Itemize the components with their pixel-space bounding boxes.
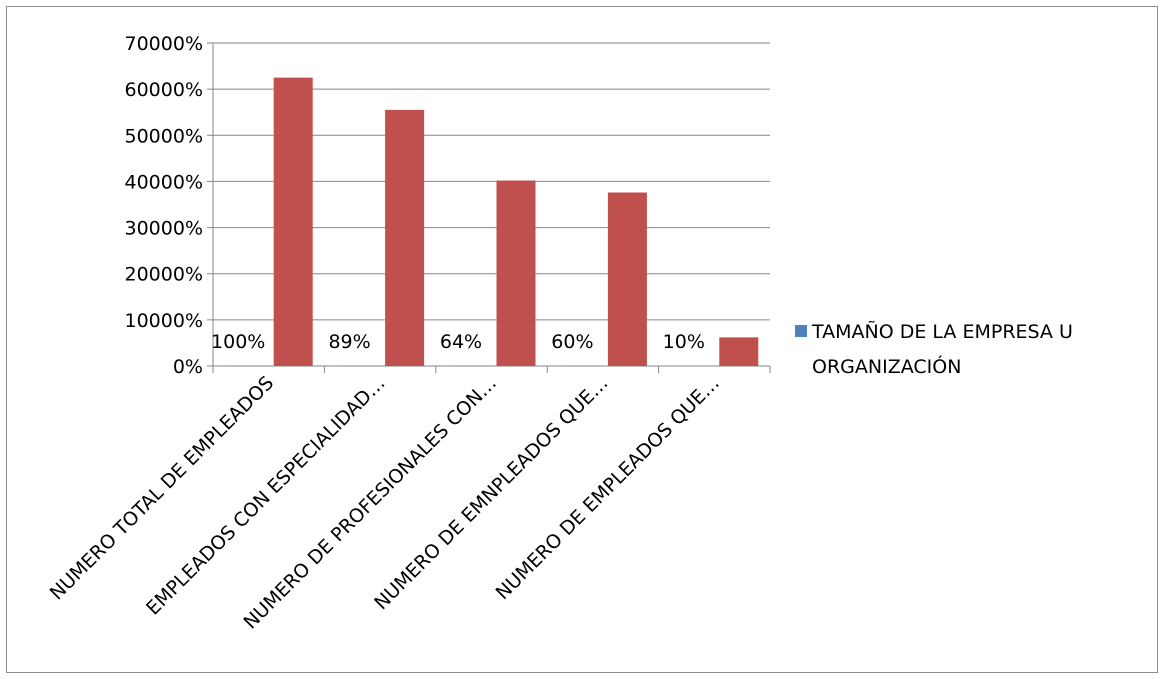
y-tick-label: 0% bbox=[173, 356, 203, 378]
y-tick-label: 60000% bbox=[125, 79, 204, 101]
y-tick-label: 70000% bbox=[125, 33, 204, 55]
y-tick-label: 50000% bbox=[125, 125, 204, 147]
data-label: 64% bbox=[440, 331, 482, 353]
bar-series-2 bbox=[607, 192, 647, 366]
category-label: EMPLEADOS CON ESPECIALIDAD… bbox=[142, 372, 390, 620]
category-label: NUMERO DE EMPLEADOS QUE… bbox=[492, 372, 724, 604]
y-tick-label: 30000% bbox=[125, 218, 204, 240]
y-tick-label: 40000% bbox=[125, 171, 204, 193]
legend-swatch bbox=[795, 325, 807, 337]
legend-label-line-2: ORGANIZACIÓN bbox=[812, 354, 961, 378]
bar-series-2 bbox=[719, 337, 759, 366]
legend-label-line-1: TAMAÑO DE LA EMPRESA U bbox=[811, 320, 1073, 343]
data-label: 100% bbox=[211, 331, 265, 353]
category-label: NUMERO TOTAL DE EMPLEADOS bbox=[46, 372, 278, 604]
category-label: NUMERO DE EMNPLEADOS QUE… bbox=[370, 372, 612, 614]
chart-frame bbox=[6, 6, 1158, 673]
bar-series-2 bbox=[273, 77, 313, 366]
legend: TAMAÑO DE LA EMPRESA U ORGANIZACIÓN bbox=[795, 320, 1073, 378]
bar-series-2 bbox=[496, 180, 536, 366]
bars bbox=[229, 77, 759, 367]
data-label: 60% bbox=[551, 331, 593, 353]
data-label: 10% bbox=[663, 331, 705, 353]
data-label: 89% bbox=[328, 331, 370, 353]
category-label: NUMERO DE PROFESIONALES CON… bbox=[239, 372, 501, 634]
y-tick-label: 20000% bbox=[125, 264, 204, 286]
bar-series-2 bbox=[385, 109, 425, 367]
y-tick-label: 10000% bbox=[125, 310, 204, 332]
